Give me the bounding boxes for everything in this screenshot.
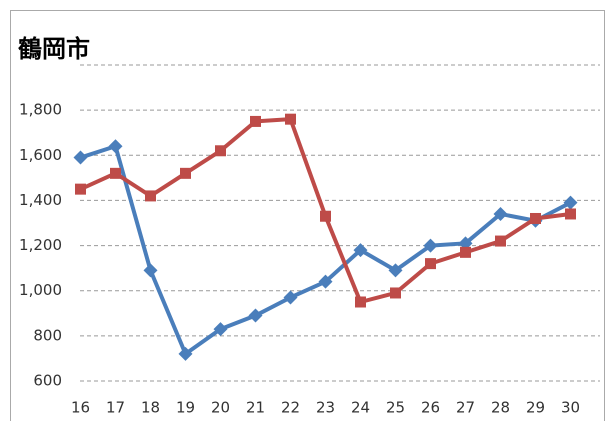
marker [75,183,86,195]
marker [285,113,296,125]
y-tick-label: 1,200 [19,236,62,254]
x-tick-label: 27 [456,399,475,417]
marker [213,322,228,337]
marker [495,235,506,247]
marker [143,263,158,278]
x-tick-label: 29 [526,399,545,417]
marker [390,287,401,299]
marker [318,274,333,289]
marker [563,195,578,210]
x-tick-label: 16 [71,399,90,417]
y-tick-label: 1,800 [19,101,62,119]
x-tick-label: 18 [141,399,160,417]
marker [320,210,331,222]
marker [178,346,193,361]
y-tick-label: 1,600 [19,146,62,164]
marker [250,115,261,127]
y-tick-label: 600 [33,372,62,390]
y-tick-label: 1,400 [19,191,62,209]
y-tick-label: 1,000 [19,281,62,299]
chart-title: 鶴岡市 [18,35,90,63]
marker [530,212,541,224]
x-tick-label: 28 [491,399,510,417]
x-tick-label: 21 [246,399,265,417]
x-tick-label: 25 [386,399,405,417]
x-tick-label: 22 [281,399,300,417]
marker [425,258,436,270]
marker [423,238,438,253]
x-tick-label: 19 [176,399,195,417]
marker [493,206,508,221]
marker [248,308,263,323]
y-tick-label: 800 [33,326,62,344]
x-tick-label: 30 [561,399,580,417]
x-tick-label: 24 [351,399,370,417]
marker [215,145,226,157]
x-tick-label: 26 [421,399,440,417]
x-tick-label: 17 [106,399,125,417]
marker [353,243,368,258]
x-tick-label: 23 [316,399,335,417]
marker [283,290,298,305]
marker [73,150,88,165]
marker [108,139,123,154]
marker [355,296,366,308]
marker [388,263,403,278]
marker [565,208,576,220]
x-tick-label: 20 [211,399,230,417]
marker [145,190,156,202]
marker [460,246,471,258]
marker [458,236,473,251]
marker [110,167,121,179]
marker [180,167,191,179]
